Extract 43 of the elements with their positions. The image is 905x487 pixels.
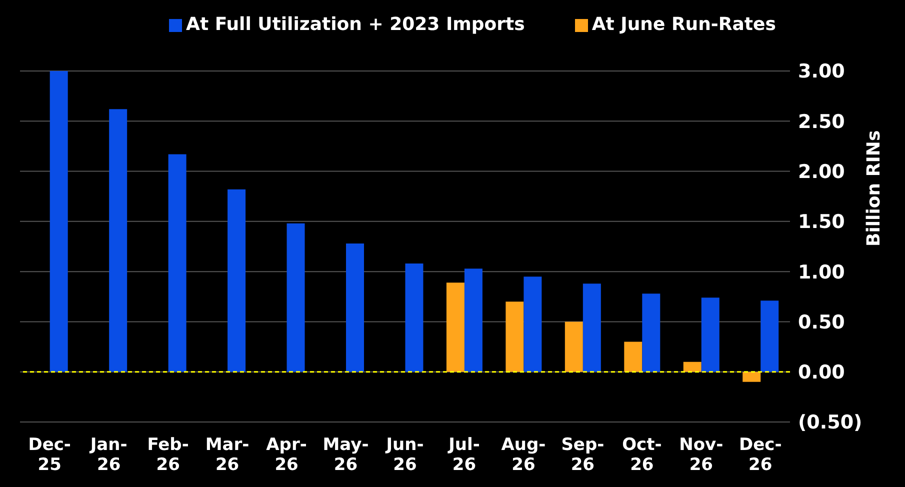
y-tick-label: 2.00 (798, 161, 845, 184)
bar (109, 109, 128, 372)
y-tick-label: 1.50 (798, 211, 845, 234)
x-tick-label: Nov-26 (679, 435, 724, 475)
x-tick-label: Oct-26 (622, 435, 662, 475)
x-tick-label: Sep-26 (561, 435, 604, 475)
y-tick-label: (0.50) (798, 412, 862, 434)
bar (506, 302, 524, 372)
x-tick-label: Apr-26 (266, 435, 307, 475)
legend-label: At Full Utilization + 2023 Imports (186, 14, 525, 35)
bar (446, 282, 464, 372)
bar (742, 372, 761, 382)
bar (50, 71, 68, 372)
y-tick-label: 0.00 (798, 362, 845, 384)
bar (582, 284, 601, 372)
bar (346, 243, 364, 372)
bar (464, 268, 482, 372)
bar (760, 300, 779, 372)
y-tick-label: 2.50 (798, 110, 845, 133)
legend-label: At June Run-Rates (592, 14, 776, 35)
bar (624, 342, 642, 372)
x-tick-label: Jul-26 (448, 435, 480, 475)
bar (683, 362, 702, 372)
x-tick-label: Jan-26 (89, 435, 128, 475)
x-tick-label: Jun-26 (385, 435, 424, 475)
x-tick-label: Feb-26 (147, 435, 189, 475)
y-tick-label: 1.00 (798, 261, 845, 284)
x-tick-label: Aug-26 (501, 435, 546, 475)
bar (642, 294, 660, 372)
x-tick-label: May-26 (322, 435, 369, 475)
y-tick-label: 3.00 (798, 60, 845, 83)
x-tick-label: Dec-26 (738, 435, 782, 475)
bar (564, 322, 583, 372)
bar (701, 298, 720, 372)
y-tick-label: 0.50 (798, 311, 845, 334)
bar (228, 189, 246, 372)
bar (286, 223, 305, 372)
y-axis-title: Billion RINs (863, 130, 884, 246)
bar (405, 264, 424, 372)
x-tick-label: Mar-26 (205, 435, 250, 475)
bar (524, 276, 542, 372)
x-tick-label: Dec-25 (28, 435, 72, 475)
bar (168, 154, 186, 372)
